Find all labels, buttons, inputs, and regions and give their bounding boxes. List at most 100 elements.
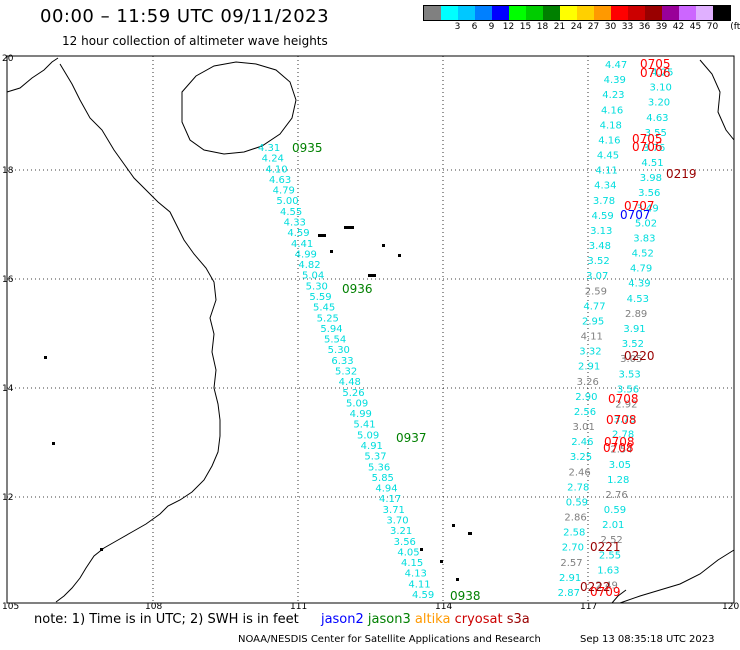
pass-time-label: 0706 — [640, 66, 671, 80]
wave-height-value: 2.90 — [575, 392, 597, 403]
pass-time-label: 0220 — [624, 349, 655, 363]
color-swatch — [662, 6, 679, 20]
color-scale-bar — [423, 5, 731, 21]
wave-height-value: 3.07 — [586, 271, 608, 282]
wave-height-value: 4.39 — [628, 279, 650, 290]
color-swatch-label: 70 — [706, 22, 719, 32]
wave-height-value: 5.00 — [276, 196, 298, 207]
wave-height-value: 4.33 — [284, 218, 306, 229]
wave-height-value: 4.63 — [646, 113, 668, 124]
wave-height-value: 4.24 — [262, 154, 284, 165]
wave-height-value: 5.36 — [368, 462, 390, 473]
axis-labels: 105 108 111 114 117 120 20 18 16 14 12 — [2, 54, 739, 612]
map-frame — [6, 55, 735, 604]
vietnam-coast — [6, 57, 221, 603]
wave-height-value: 2.56 — [574, 407, 596, 418]
color-swatch — [458, 6, 475, 20]
color-swatch-label: 33 — [621, 22, 634, 32]
color-swatch — [679, 6, 696, 20]
wave-height-value: 4.10 — [265, 164, 287, 175]
wave-height-value: 2.70 — [562, 543, 584, 554]
legend-s3a: s3a — [506, 612, 530, 627]
wave-height-value: 3.56 — [617, 384, 639, 395]
small-islands — [44, 226, 472, 581]
wave-height-value: 3.26 — [577, 377, 599, 388]
wave-height-value: 4.63 — [269, 175, 291, 186]
color-swatch — [543, 6, 560, 20]
wave-height-value: 4.53 — [627, 294, 649, 305]
color-swatch-label: 39 — [655, 22, 668, 32]
legend-note: note: 1) Time is in UTC; 2) SWH is in fe… — [34, 612, 530, 627]
color-swatch-label: 36 — [638, 22, 651, 32]
x-tick-label: 105 — [2, 602, 19, 612]
footer-timestamp: Sep 13 08:35:18 UTC 2023 — [580, 634, 715, 645]
wave-height-value: 3.32 — [579, 347, 601, 358]
wave-height-value: 2.58 — [563, 528, 585, 539]
wave-height-value: 5.59 — [309, 292, 331, 303]
color-scale-unit: (ft) — [730, 22, 740, 32]
wave-height-value: 4.18 — [600, 120, 622, 131]
wave-height-value: 3.70 — [386, 516, 408, 527]
wave-height-value: 5.30 — [306, 281, 328, 292]
color-swatch-label: 45 — [689, 22, 702, 32]
wave-height-value: 4.59 — [412, 590, 434, 601]
wave-height-value: 2.76 — [605, 490, 627, 501]
wave-height-value: 5.09 — [346, 398, 368, 409]
pass-time-label: 0937 — [396, 431, 427, 445]
color-swatch-label: 27 — [587, 22, 600, 32]
color-swatch — [594, 6, 611, 20]
wave-height-value: 3.75 — [614, 415, 636, 426]
wave-height-value: 2.78 — [612, 430, 634, 441]
pass-time-label: 0936 — [342, 282, 373, 296]
color-swatch — [492, 6, 509, 20]
color-swatch — [628, 6, 645, 20]
wave-height-value: 3.52 — [622, 339, 644, 350]
wave-height-value: 4.51 — [641, 158, 663, 169]
color-swatch — [526, 6, 543, 20]
color-swatch-label: 12 — [502, 22, 515, 32]
wave-height-value: 3.83 — [633, 233, 655, 244]
wave-height-value: 4.16 — [598, 135, 620, 146]
wave-height-value: 4.45 — [597, 151, 619, 162]
color-swatch-label: 21 — [553, 22, 566, 32]
wave-height-value: 5.32 — [335, 367, 357, 378]
wave-height-value: 2.55 — [599, 550, 621, 561]
wave-height-value: 4.79 — [273, 186, 295, 197]
wave-height-value: 4.79 — [630, 264, 652, 275]
wave-height-value: 5.45 — [313, 303, 335, 314]
wave-height-value: 3.48 — [589, 241, 611, 252]
wave-height-value: 5.26 — [342, 388, 364, 399]
wave-height-value: 4.05 — [397, 547, 419, 558]
wave-height-value: 3.01 — [573, 422, 595, 433]
wave-height-value: 4.99 — [295, 249, 317, 260]
wave-height-value: 0.59 — [604, 505, 626, 516]
wave-height-value: 2.89 — [625, 309, 647, 320]
wave-height-value: 2.59 — [585, 286, 607, 297]
wave-height-value: 4.15 — [401, 558, 423, 569]
wave-height-value: 4.52 — [632, 249, 654, 260]
pass-time-label: 0708 — [606, 413, 637, 427]
wave-height-value: 2.87 — [558, 588, 580, 599]
wave-height-value: 2.46 — [568, 467, 590, 478]
pass-time-label: 0709 — [590, 585, 621, 599]
color-swatch-label: 30 — [604, 22, 617, 32]
wave-height-value: 5.09 — [357, 430, 379, 441]
color-swatch-label: 42 — [672, 22, 685, 32]
wave-height-value: 4.41 — [291, 239, 313, 250]
wave-height-value: 4.59 — [287, 228, 309, 239]
color-swatch — [424, 6, 441, 20]
legend-jason2: jason2 — [320, 612, 364, 627]
wave-height-value: 4.55 — [280, 207, 302, 218]
wave-height-value: 4.59 — [591, 211, 613, 222]
wave-height-value: 3.52 — [587, 256, 609, 267]
wave-height-value: 5.30 — [328, 345, 350, 356]
wave-height-value: 4.77 — [583, 301, 605, 312]
wave-height-value: 0.59 — [566, 497, 588, 508]
pass-time-label: 0705 — [632, 132, 663, 146]
x-tick-label: 120 — [722, 602, 739, 612]
wave-height-value: 3.05 — [609, 460, 631, 471]
wave-height-value: 3.78 — [593, 196, 615, 207]
wave-height-value: 3.10 — [650, 83, 672, 94]
pass-time-label: 0707 — [620, 208, 651, 222]
